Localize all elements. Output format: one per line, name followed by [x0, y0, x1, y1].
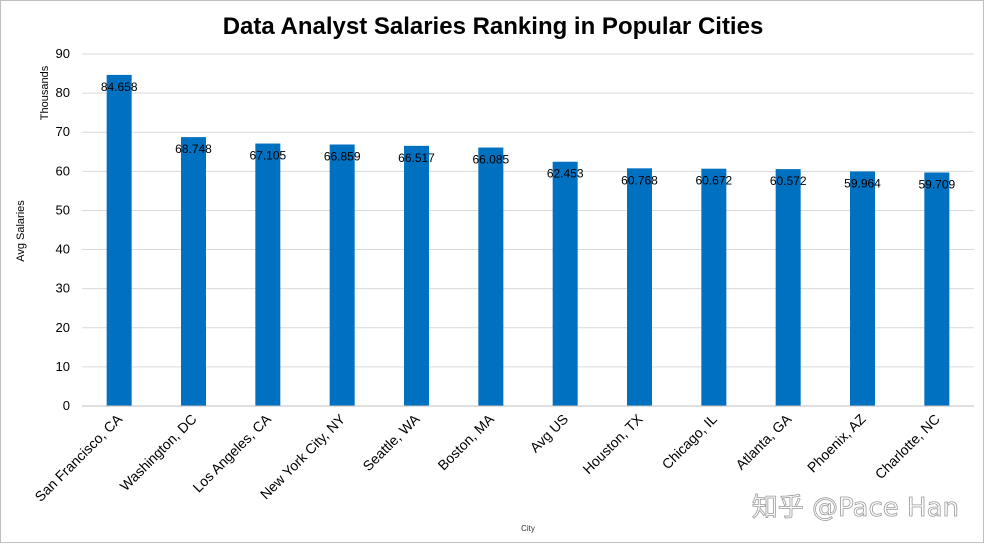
bar [924, 172, 950, 406]
x-category-label: Phoenix, AZ [804, 410, 869, 475]
x-category-label: Houston, TX [579, 410, 646, 477]
x-category-label: Seattle, WA [359, 410, 423, 474]
y-tick-label: 70 [56, 124, 70, 139]
x-category-label: Boston, MA [434, 410, 497, 473]
y-axis-unit-label: Thousands [39, 65, 51, 120]
x-category-label: San Francisco, CA [31, 410, 125, 504]
y-tick-label: 40 [56, 242, 70, 257]
bar [775, 169, 801, 406]
bar [850, 171, 875, 406]
bar [329, 144, 355, 406]
bar [701, 168, 727, 406]
data-label: 66.085 [472, 153, 509, 167]
y-tick-label: 50 [56, 202, 70, 217]
data-label: 66.859 [324, 150, 361, 164]
bar [181, 137, 206, 406]
data-label: 68.748 [175, 142, 212, 156]
x-category-label: Avg US [527, 411, 572, 456]
data-label: 59.964 [844, 176, 881, 190]
y-tick-label: 10 [56, 359, 70, 374]
bar [106, 74, 132, 406]
bar [255, 143, 281, 406]
bar [627, 168, 652, 406]
bars [106, 74, 950, 407]
data-label: 67.105 [249, 149, 286, 163]
bar [552, 161, 578, 406]
data-label: 62.453 [547, 167, 584, 181]
data-label: 84.658 [101, 80, 138, 94]
x-category-label: Charlotte, NC [872, 411, 943, 482]
data-label: 60.572 [770, 174, 807, 188]
y-tick-label: 80 [56, 85, 70, 100]
y-tick-label: 30 [56, 281, 70, 296]
y-tick-label: 90 [56, 46, 70, 61]
y-axis-ticks: 0 10 20 30 40 50 60 70 80 90 [56, 46, 70, 413]
data-label: 60.768 [621, 173, 658, 187]
data-label: 60.672 [695, 174, 732, 188]
data-labels: 84.658 68.748 67.105 66.859 66.517 66.085 62.4… [101, 80, 956, 192]
chart-title: Data Analyst Salaries Ranking in Popular… [223, 13, 764, 40]
x-category-label: Chicago, IL [659, 411, 721, 473]
bar [404, 145, 429, 407]
data-label: 66.517 [398, 151, 435, 165]
x-category-label: Atlanta, GA [732, 410, 794, 472]
gridlines [82, 53, 974, 368]
x-category-label: Los Angeles, CA [189, 410, 274, 495]
bar [478, 147, 504, 406]
data-label: 59.709 [918, 177, 955, 191]
y-tick-label: 0 [63, 398, 70, 413]
x-category-label: Washington, DC [117, 411, 200, 494]
y-tick-label: 60 [56, 163, 70, 178]
y-tick-label: 20 [56, 320, 70, 335]
y-axis-title: Avg Salaries [15, 200, 27, 262]
watermark: 知乎 @Pace Han [752, 493, 959, 523]
x-axis-title: City [521, 524, 535, 533]
